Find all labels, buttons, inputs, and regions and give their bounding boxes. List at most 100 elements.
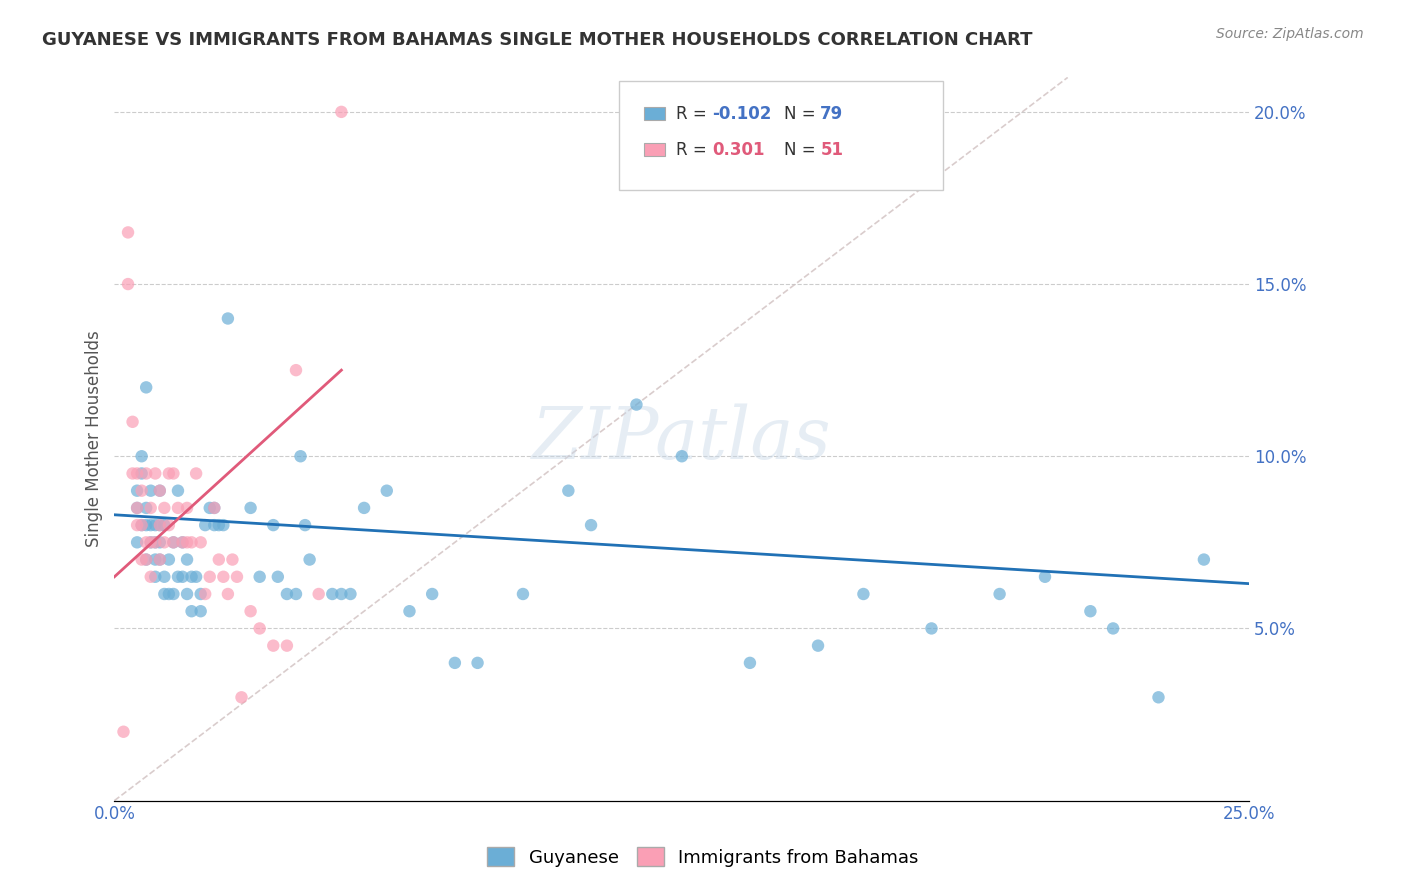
Point <box>190 535 212 549</box>
Point <box>135 552 157 566</box>
Point <box>202 500 225 515</box>
Text: N =: N = <box>785 104 821 122</box>
Text: 79: 79 <box>820 104 844 122</box>
Point <box>112 724 135 739</box>
Point <box>143 467 166 481</box>
Point <box>1192 552 1215 566</box>
Point <box>143 535 166 549</box>
Point <box>149 518 172 533</box>
Point <box>217 311 239 326</box>
Point <box>149 518 172 533</box>
Point <box>172 535 194 549</box>
Point <box>249 622 271 636</box>
Point <box>290 449 312 463</box>
Point <box>131 518 153 533</box>
Point <box>153 535 176 549</box>
Point <box>127 500 149 515</box>
Point <box>231 690 253 705</box>
Y-axis label: Single Mother Households: Single Mother Households <box>86 331 103 548</box>
Point <box>131 467 153 481</box>
Point <box>162 535 184 549</box>
Point <box>1102 622 1125 636</box>
Point <box>172 535 194 549</box>
Point <box>143 570 166 584</box>
Point <box>131 483 153 498</box>
Point <box>149 552 172 566</box>
Point <box>157 467 180 481</box>
Point <box>579 518 602 533</box>
Point <box>131 518 153 533</box>
Point <box>153 518 176 533</box>
Point <box>135 535 157 549</box>
Point <box>153 500 176 515</box>
Point <box>149 535 172 549</box>
Point <box>157 518 180 533</box>
Point <box>557 483 579 498</box>
Point <box>162 467 184 481</box>
Point <box>149 552 172 566</box>
Point <box>176 587 198 601</box>
Point <box>139 570 162 584</box>
Point <box>127 467 149 481</box>
Point <box>167 570 190 584</box>
Point <box>117 277 139 291</box>
Point <box>176 552 198 566</box>
Point <box>321 587 343 601</box>
Text: 0.301: 0.301 <box>713 141 765 159</box>
Text: GUYANESE VS IMMIGRANTS FROM BAHAMAS SINGLE MOTHER HOUSEHOLDS CORRELATION CHART: GUYANESE VS IMMIGRANTS FROM BAHAMAS SING… <box>42 31 1032 49</box>
Point <box>157 587 180 601</box>
Point <box>127 518 149 533</box>
Point <box>194 587 217 601</box>
Point <box>127 535 149 549</box>
Point <box>176 500 198 515</box>
Point <box>375 483 398 498</box>
Point <box>184 570 207 584</box>
Point <box>202 500 225 515</box>
Point <box>239 604 262 618</box>
Point <box>276 639 298 653</box>
Point <box>190 587 212 601</box>
Point <box>208 552 231 566</box>
Point <box>149 483 172 498</box>
FancyBboxPatch shape <box>644 107 665 120</box>
Point <box>139 535 162 549</box>
FancyBboxPatch shape <box>644 144 665 156</box>
Point <box>127 500 149 515</box>
Point <box>117 226 139 240</box>
Point <box>671 449 693 463</box>
Point <box>198 570 221 584</box>
Point <box>139 518 162 533</box>
Point <box>139 535 162 549</box>
Point <box>162 535 184 549</box>
Text: ZIPatlas: ZIPatlas <box>531 404 832 475</box>
Point <box>444 656 467 670</box>
Point <box>135 500 157 515</box>
Point <box>143 552 166 566</box>
Point <box>212 518 235 533</box>
Point <box>139 500 162 515</box>
Point <box>208 518 231 533</box>
Point <box>153 587 176 601</box>
Point <box>276 587 298 601</box>
Point <box>194 518 217 533</box>
Point <box>330 104 353 119</box>
Point <box>121 467 143 481</box>
Point <box>298 552 321 566</box>
Point <box>285 363 308 377</box>
Point <box>180 604 202 618</box>
Point <box>626 398 648 412</box>
Point <box>294 518 316 533</box>
Point <box>212 570 235 584</box>
Point <box>339 587 361 601</box>
Point <box>143 518 166 533</box>
Text: 51: 51 <box>820 141 844 159</box>
Point <box>1033 570 1056 584</box>
Point <box>267 570 290 584</box>
FancyBboxPatch shape <box>620 81 943 189</box>
Point <box>162 587 184 601</box>
Point <box>262 639 284 653</box>
Point <box>226 570 249 584</box>
Point <box>167 500 190 515</box>
Point <box>143 535 166 549</box>
Point <box>198 500 221 515</box>
